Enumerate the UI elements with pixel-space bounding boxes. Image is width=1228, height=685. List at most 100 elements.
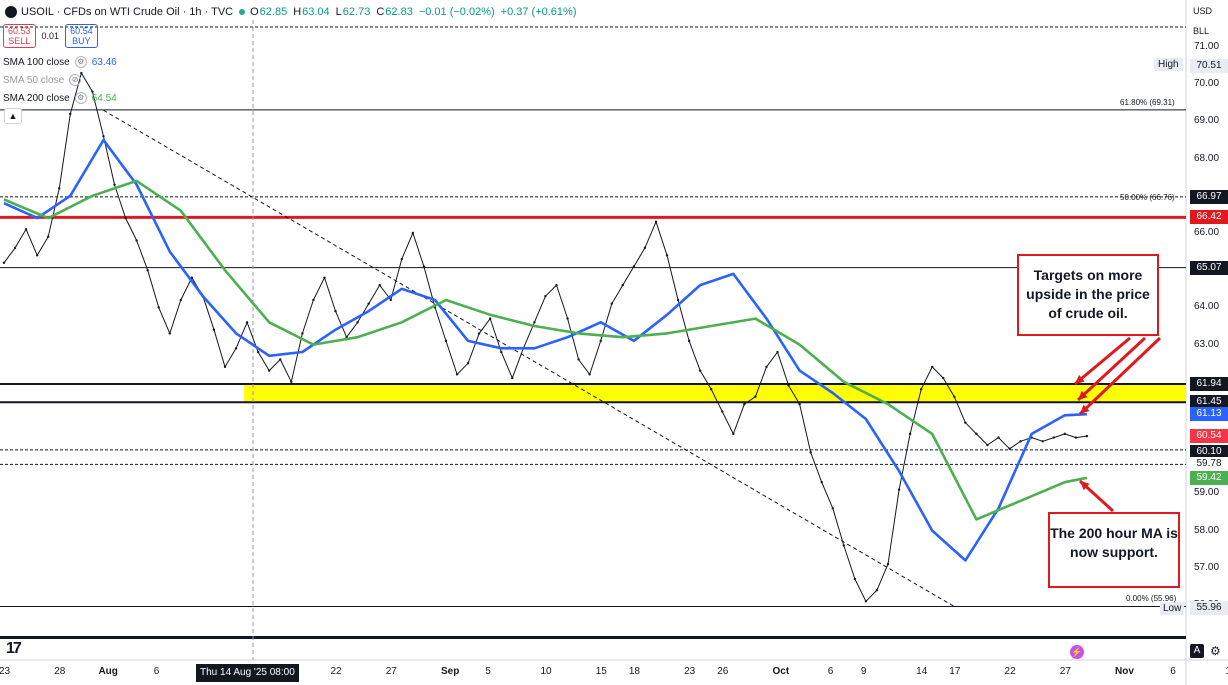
arrow-target-2 xyxy=(1076,336,1147,402)
price-point xyxy=(665,254,669,257)
time-tick-label: 22 xyxy=(1004,666,1016,677)
high-label: H xyxy=(293,6,302,18)
chart-header: USOIL · CFDs on WTI Crude Oil · 1h · TVC… xyxy=(0,3,583,21)
fib-label: 0.00% (55.96) xyxy=(1126,594,1177,604)
price-point xyxy=(13,246,17,250)
time-tick-label: 6 xyxy=(1170,666,1176,677)
price-point xyxy=(721,410,724,413)
price-point xyxy=(710,388,713,391)
callout-targets: Targets on more upside in the price of c… xyxy=(1017,254,1159,336)
price-tag: 60.54 xyxy=(1190,429,1228,444)
hidden-eye-icon[interactable]: ⊘ xyxy=(69,74,82,86)
fib-label: 50.00% (66.76) xyxy=(1120,192,1175,202)
time-tick-label: 27 xyxy=(385,666,397,677)
price-point xyxy=(964,421,967,424)
gear-icon[interactable]: ⚙ xyxy=(1210,644,1221,658)
time-tick-label: 5 xyxy=(485,666,491,677)
time-tick-label: 27 xyxy=(1059,666,1071,677)
indicator-name: SMA 50 close xyxy=(3,74,65,86)
sell-button[interactable]: 60.53 SELL xyxy=(3,24,36,48)
price-tag: 66.42 xyxy=(1190,210,1228,225)
price-point xyxy=(687,339,691,343)
settings-icon[interactable]: ⚙ xyxy=(74,92,87,104)
price-point xyxy=(477,332,481,335)
sell-price: 60.53 xyxy=(8,26,31,36)
indicator-sma200[interactable]: SMA 200 close ⚙ 64.54 xyxy=(3,92,117,104)
price-point xyxy=(853,577,857,581)
replay-icon[interactable]: ⚡ xyxy=(1070,645,1084,659)
price-point xyxy=(113,183,116,186)
price-point xyxy=(168,332,171,335)
price-point xyxy=(1085,434,1089,438)
price-tag: 59.78 xyxy=(1190,457,1228,472)
price-point xyxy=(1019,440,1022,443)
indicator-name: SMA 100 close xyxy=(3,56,70,68)
symbol-logo-icon xyxy=(5,6,17,18)
price-point xyxy=(378,283,381,287)
price-point xyxy=(1008,447,1011,450)
price-point xyxy=(566,317,569,320)
price-tag: 61.13 xyxy=(1190,407,1228,422)
price-tick-label: 57.00 xyxy=(1194,561,1220,573)
price-point xyxy=(599,339,602,343)
time-tick-label: 26 xyxy=(717,666,729,677)
price-tick-label: 63.00 xyxy=(1194,338,1220,350)
buy-label: BUY xyxy=(72,36,91,46)
currency-label[interactable]: USD xyxy=(1193,6,1213,16)
price-point xyxy=(1052,436,1055,439)
arrow-support-head xyxy=(1080,481,1090,491)
settings-icon[interactable]: ⚙ xyxy=(74,56,87,68)
sell-label: SELL xyxy=(8,36,31,46)
symbol-title[interactable]: USOIL · CFDs on WTI Crude Oil · 1h · TVC xyxy=(21,6,234,18)
price-tick-label: 64.00 xyxy=(1194,301,1220,313)
price-point xyxy=(80,71,83,75)
price-point xyxy=(1041,440,1044,443)
tradingview-logo-icon: 17 xyxy=(6,640,22,657)
price-point xyxy=(301,332,304,335)
price-tag: 65.07 xyxy=(1190,260,1228,275)
price-point xyxy=(632,265,636,268)
price-point xyxy=(69,112,72,116)
price-tick-label: 70.00 xyxy=(1194,78,1220,90)
price-point xyxy=(102,135,105,138)
price-point xyxy=(953,395,956,398)
price-point xyxy=(908,432,912,436)
price-point xyxy=(190,276,194,279)
change-value: −0.01 (−0.02%) xyxy=(418,6,495,18)
high-marker-value: 70.51 xyxy=(1190,59,1228,73)
price-point xyxy=(444,339,448,343)
low-value: 62.73 xyxy=(342,6,371,18)
indicator-sma50[interactable]: SMA 50 close ⊘ xyxy=(3,74,82,86)
collapse-legend-button[interactable]: ▲ xyxy=(4,108,22,124)
indicator-sma100[interactable]: SMA 100 close ⚙ 63.46 xyxy=(3,56,117,68)
open-value: 62.85 xyxy=(259,6,288,18)
price-point xyxy=(897,488,901,491)
price-tag: 61.94 xyxy=(1190,377,1228,392)
high-marker-label: High xyxy=(1154,58,1183,71)
price-point xyxy=(798,402,801,406)
sma200-line xyxy=(3,179,1088,521)
price-point xyxy=(511,376,514,380)
price-point xyxy=(47,235,50,238)
high-value: 63.04 xyxy=(302,6,330,18)
price-point xyxy=(389,298,392,302)
pane-separator xyxy=(0,636,1186,639)
price-point xyxy=(212,328,216,331)
price-point xyxy=(676,298,680,302)
price-point xyxy=(533,321,536,324)
price-tag: 60.10 xyxy=(1190,445,1228,460)
buy-button[interactable]: 60.54 BUY xyxy=(65,24,98,48)
price-point xyxy=(621,283,624,287)
price-point xyxy=(367,302,370,305)
price-tick-label: 68.00 xyxy=(1194,152,1220,164)
price-point xyxy=(245,321,249,324)
price-point xyxy=(765,365,768,369)
auto-scale-button[interactable]: A xyxy=(1190,644,1204,658)
price-point xyxy=(820,481,823,484)
close-label: C xyxy=(376,6,385,18)
price-point xyxy=(135,239,138,242)
price-point xyxy=(875,588,879,592)
price-point xyxy=(489,317,492,320)
arrow-target-1-head xyxy=(1075,374,1085,384)
